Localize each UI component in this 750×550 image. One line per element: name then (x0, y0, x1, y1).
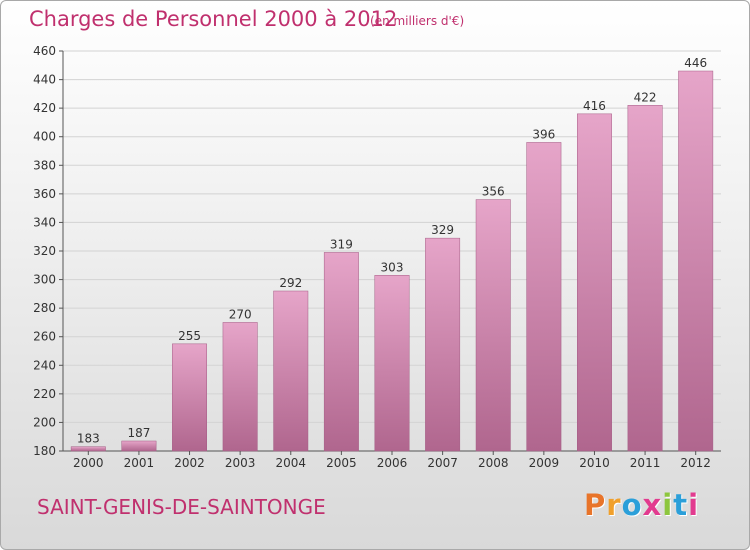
data-label: 255 (178, 329, 201, 343)
logo-letter: x (642, 488, 663, 522)
data-label: 270 (229, 307, 252, 321)
chart-subtitle: (en milliers d'€) (370, 14, 465, 28)
proxiti-logo: Proxiti (584, 488, 699, 522)
bar (678, 70, 714, 452)
logo-letter: o (621, 488, 643, 522)
data-label: 183 (77, 432, 100, 446)
y-tick-label: 340 (33, 215, 56, 229)
chart-title: Charges de Personnel 2000 à 2012 (29, 7, 398, 31)
bar (425, 237, 461, 452)
bar (70, 446, 106, 452)
y-tick-label: 360 (33, 187, 56, 201)
bar (475, 199, 511, 452)
bar (121, 440, 157, 452)
bar (172, 343, 207, 452)
bar (627, 105, 663, 452)
logo-letter: r (606, 488, 622, 522)
x-tick-label: 2002 (174, 456, 205, 470)
bar (374, 275, 410, 452)
y-tick-label: 420 (33, 101, 56, 115)
x-tick-label: 2011 (630, 456, 661, 470)
bar (577, 113, 612, 452)
data-label: 396 (532, 127, 555, 141)
y-tick-label: 460 (33, 44, 56, 58)
y-tick-label: 320 (33, 244, 56, 258)
data-label: 319 (330, 237, 353, 251)
data-label: 303 (381, 260, 404, 274)
x-tick-label: 2009 (529, 456, 560, 470)
bar (273, 290, 309, 452)
y-tick-label: 260 (33, 330, 56, 344)
data-label: 416 (583, 99, 606, 113)
x-tick-label: 2012 (680, 456, 711, 470)
x-tick-label: 2008 (478, 456, 509, 470)
y-tick-label: 300 (33, 273, 56, 287)
logo-letter: P (584, 488, 607, 522)
data-label: 446 (684, 56, 707, 70)
bar (526, 142, 562, 452)
x-tick-label: 2010 (579, 456, 610, 470)
logo-letter: i (662, 488, 674, 522)
bar (323, 252, 359, 452)
x-tick-label: 2003 (225, 456, 256, 470)
town-name: SAINT-GENIS-DE-SAINTONGE (37, 495, 326, 519)
y-tick-label: 400 (33, 130, 56, 144)
x-tick-label: 2007 (427, 456, 458, 470)
logo-letter: t (673, 488, 689, 522)
y-tick-label: 240 (33, 358, 56, 372)
data-label: 329 (431, 223, 454, 237)
data-label: 187 (127, 426, 150, 440)
data-label: 422 (634, 90, 657, 104)
data-label: 356 (482, 185, 505, 199)
x-tick-label: 2001 (124, 456, 155, 470)
x-tick-label: 2004 (275, 456, 306, 470)
logo-letter: i (688, 488, 700, 522)
y-tick-label: 380 (33, 158, 56, 172)
bar (222, 322, 258, 452)
y-tick-label: 220 (33, 387, 56, 401)
y-tick-label: 200 (33, 415, 56, 429)
y-tick-label: 280 (33, 301, 56, 315)
y-tick-label: 440 (33, 73, 56, 87)
x-tick-label: 2000 (73, 456, 104, 470)
x-tick-label: 2005 (326, 456, 357, 470)
data-label: 292 (279, 276, 302, 290)
x-tick-label: 2006 (377, 456, 408, 470)
y-tick-label: 180 (33, 444, 56, 458)
